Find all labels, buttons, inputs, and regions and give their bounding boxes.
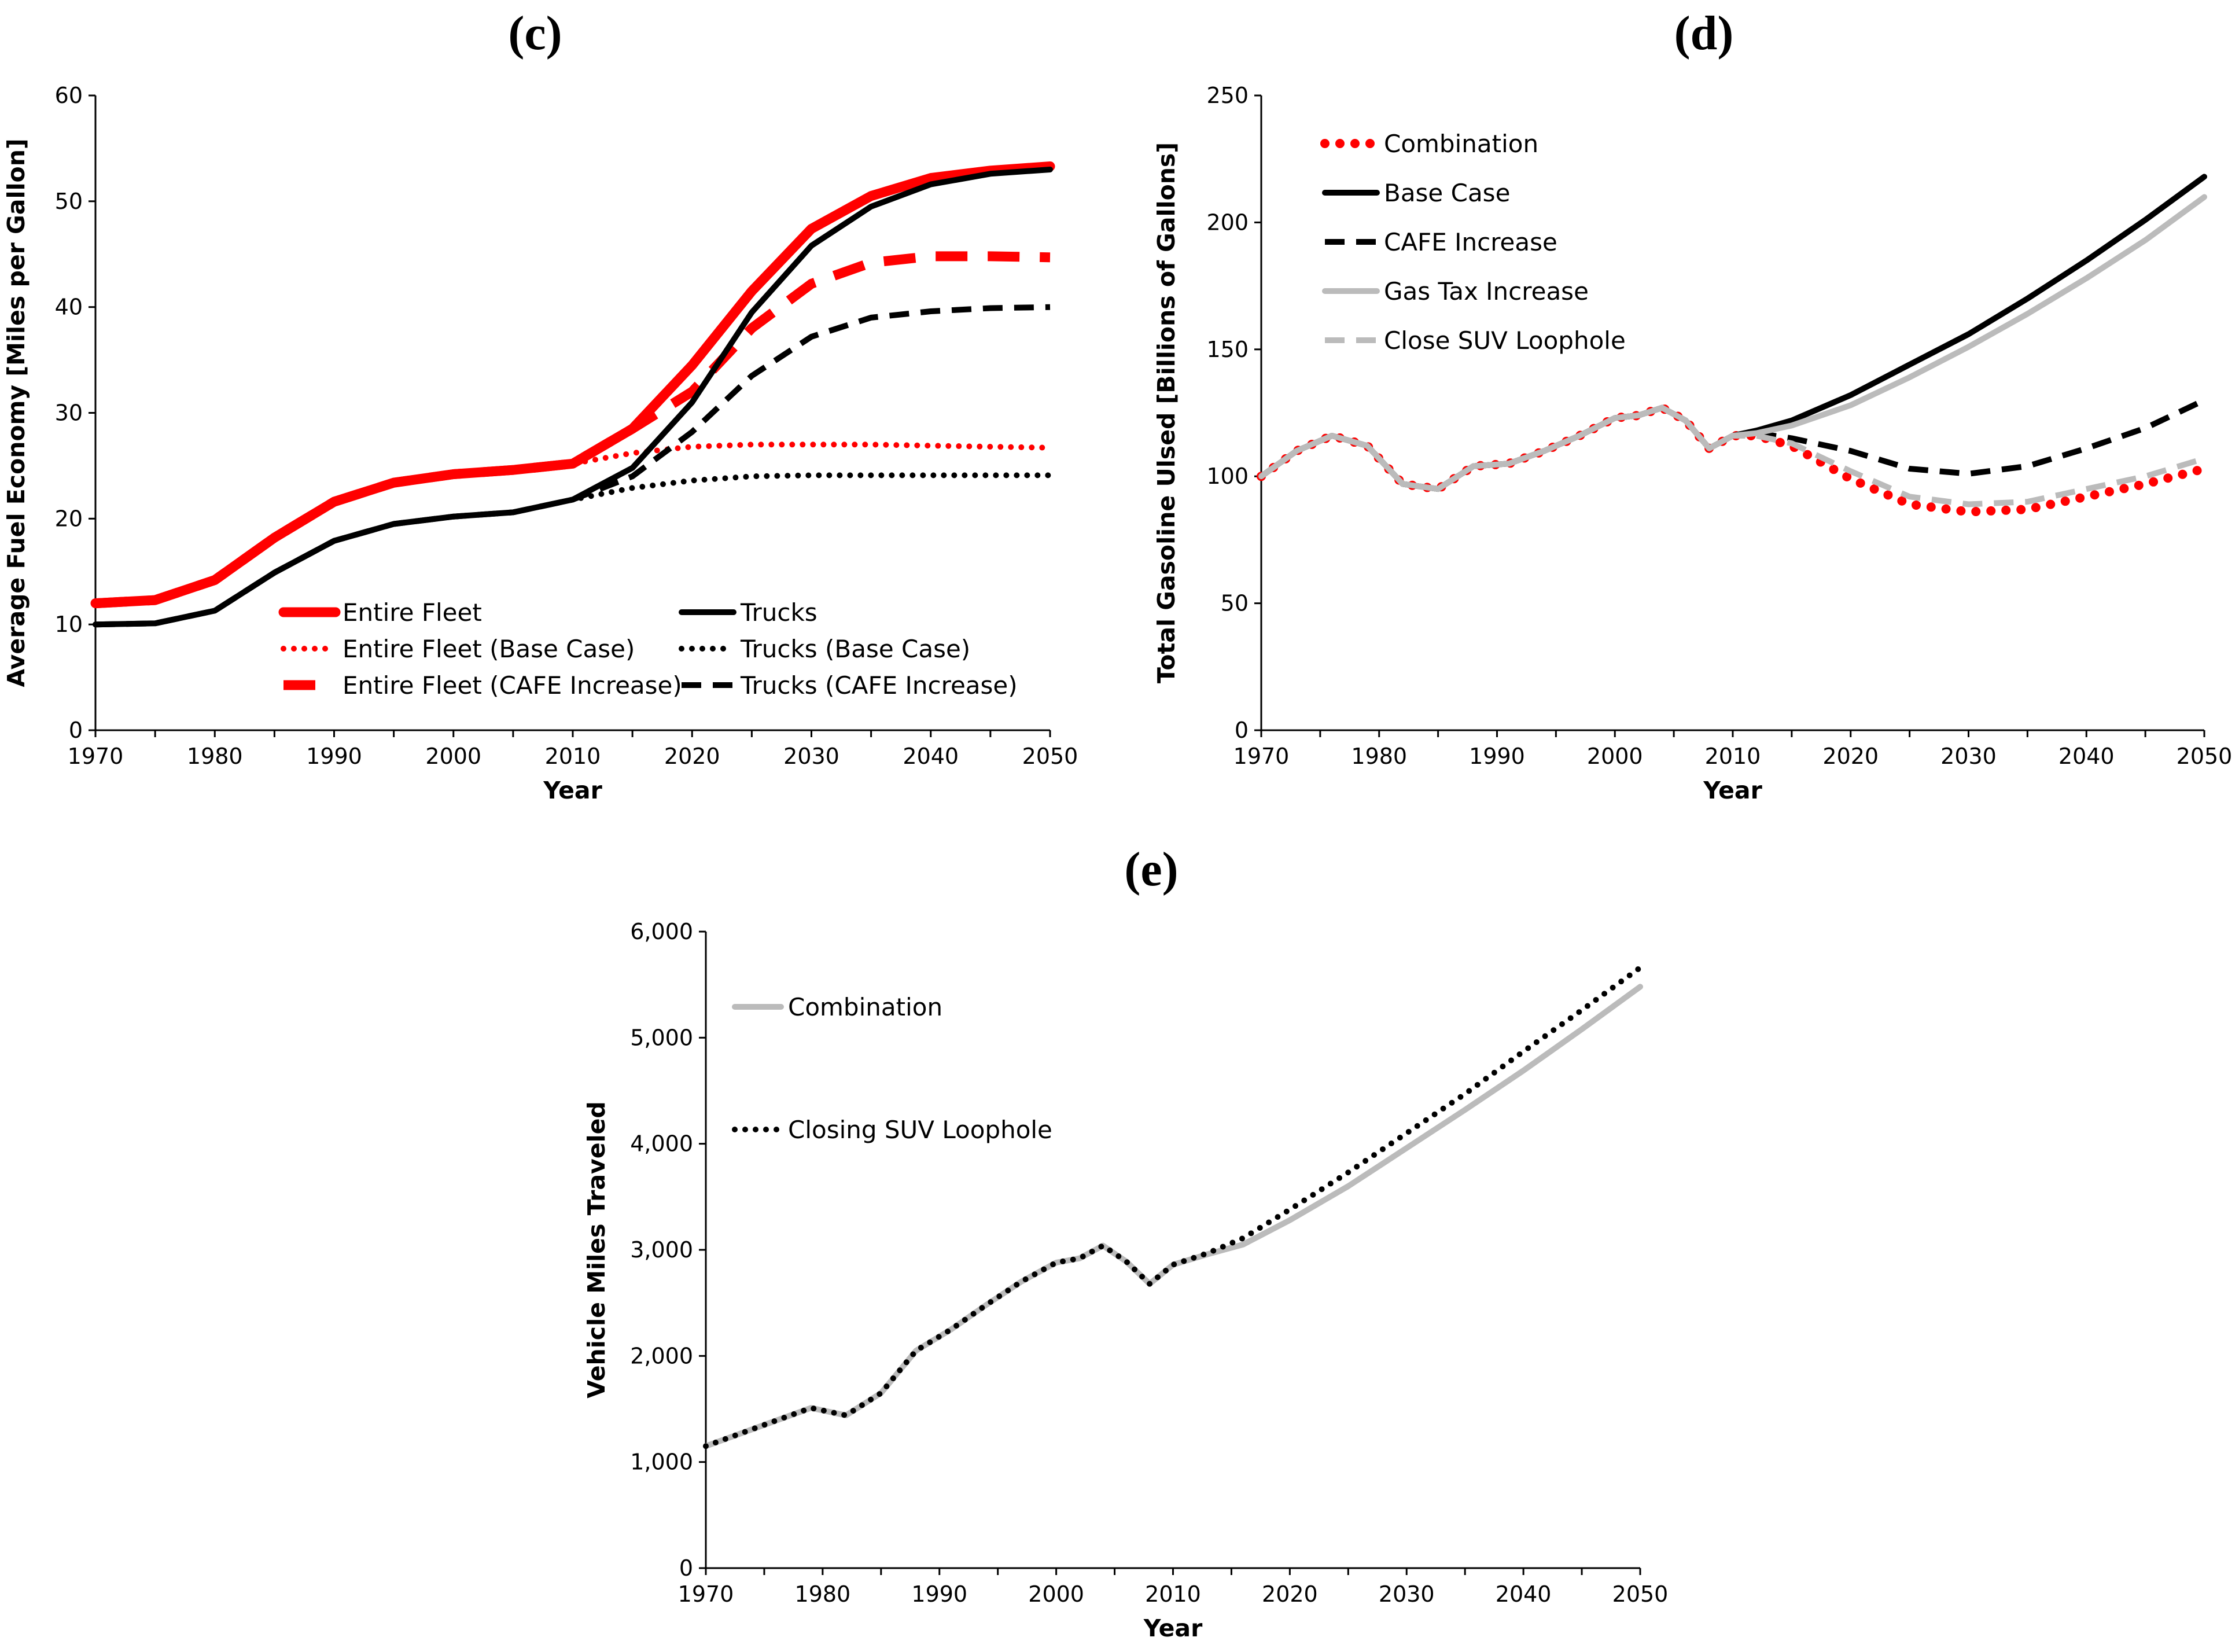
y-tick-label: 6,000 <box>630 919 693 944</box>
x-tick-label: 2000 <box>1587 744 1643 769</box>
series-group <box>1257 174 2209 517</box>
y-tick-label: 20 <box>55 506 83 531</box>
legend-entry: Entire Fleet (CAFE Increase) <box>343 671 682 700</box>
x-tick-label: 2030 <box>1940 744 1997 769</box>
y-tick-label: 100 <box>1206 463 1249 489</box>
legend: Combination Base Case CAFE Increase Gas Tax… <box>1320 130 1626 355</box>
y-tick-label: 0 <box>69 718 83 743</box>
chart-panel-2: (e) 0 1,000 2,000 3,000 4,000 5,000 6,000 1970 19… <box>583 842 1668 1642</box>
y-tick-label: 2,000 <box>630 1343 693 1368</box>
legend: Combination Closing SUV Loophole <box>732 993 1052 1144</box>
y-tick-label: 3,000 <box>630 1237 693 1263</box>
y-tick-label: 150 <box>1206 337 1249 362</box>
legend-entry: Close SUV Loophole <box>1384 326 1626 355</box>
y-axis-title: Average Fuel Economy [Miles per Gallon] <box>2 138 30 687</box>
series-line-close-suv-loophole <box>1260 404 2205 507</box>
series-line-entire-fleet-base-case <box>93 441 1053 606</box>
y-axis-title: Total Gasoline Ulsed [Billions of Gallon… <box>1152 142 1180 683</box>
legend-entry: Entire Fleet (Base Case) <box>343 635 635 663</box>
y-tick-label: 4,000 <box>630 1131 693 1157</box>
x-tick-label: 2020 <box>1822 744 1879 769</box>
y-tick-label: 0 <box>679 1555 693 1581</box>
x-tick-label: 1970 <box>678 1581 734 1607</box>
x-tick-label: 2030 <box>783 744 839 769</box>
panel-label: (d) <box>1674 6 1734 60</box>
legend: Entire Fleet Entire Fleet (Base Case) Enti… <box>278 598 1018 700</box>
legend-entry: Closing SUV Loophole <box>788 1116 1052 1144</box>
x-tick-label: 2010 <box>1145 1581 1201 1607</box>
series-group <box>90 161 1055 628</box>
panel-label: (c) <box>508 6 562 60</box>
x-tick-label: 2040 <box>1496 1581 1552 1607</box>
x-tick-label: 1980 <box>187 744 243 769</box>
series-line-combination <box>703 984 1643 1449</box>
legend-entry: Base Case <box>1384 179 1510 207</box>
panel-label: (e) <box>1124 842 1178 896</box>
legend-entry: Trucks (Base Case) <box>740 635 970 663</box>
y-tick-label: 1,000 <box>630 1449 693 1475</box>
y-tick-label: 10 <box>55 612 83 637</box>
x-tick-label: 2040 <box>903 744 959 769</box>
x-tick-label: 2050 <box>1612 1581 1669 1607</box>
x-tick-label: 2000 <box>425 744 481 769</box>
y-axis-title: Vehicle Miles Traveled <box>583 1101 610 1398</box>
x-tick-label: 2050 <box>1022 744 1078 769</box>
x-tick-label: 2030 <box>1379 1581 1435 1607</box>
x-tick-label: 2020 <box>664 744 720 769</box>
x-axis-title: Year <box>1143 1614 1203 1642</box>
series-line-closing-suv-loophole <box>703 965 1643 1449</box>
y-tick-label: 0 <box>1235 718 1249 743</box>
legend-entry: Trucks <box>740 598 817 627</box>
legend-entry: Combination <box>1384 130 1538 158</box>
x-tick-label: 2040 <box>2058 744 2115 769</box>
x-axis-title: Year <box>1703 777 1762 804</box>
y-tick-label: 60 <box>55 83 83 108</box>
series-line-entire-fleet-cafe-increase <box>95 251 1051 609</box>
y-tick-label: 250 <box>1206 83 1249 108</box>
chart-panel-1: (d) 0 50 100 150 200 250 1970 1980 1990 2000 2010 20… <box>1152 6 2232 804</box>
series-line-cafe-increase <box>1260 398 2206 492</box>
series-line-entire-fleet <box>90 161 1055 609</box>
series-group <box>703 965 1643 1449</box>
x-tick-label: 1980 <box>1351 744 1407 769</box>
series-line-trucks <box>93 167 1053 628</box>
x-tick-label: 1980 <box>795 1581 851 1607</box>
legend-entry: Trucks (CAFE Increase) <box>740 671 1018 700</box>
legend-entry: CAFE Increase <box>1384 228 1557 256</box>
y-tick-label: 5,000 <box>630 1025 693 1050</box>
x-tick-label: 1990 <box>1469 744 1525 769</box>
legend-entry: Gas Tax Increase <box>1384 277 1589 306</box>
x-axis-title: Year <box>543 777 602 804</box>
x-tick-label: 2020 <box>1262 1581 1318 1607</box>
y-tick-label: 50 <box>55 189 83 214</box>
y-tick-label: 30 <box>55 400 83 426</box>
legend-entry: Combination <box>788 993 942 1021</box>
x-tick-label: 1990 <box>911 1581 967 1607</box>
x-tick-label: 2050 <box>2177 744 2233 769</box>
legend-entry: Entire Fleet <box>343 598 482 627</box>
x-tick-label: 1970 <box>1233 744 1290 769</box>
y-tick-label: 40 <box>55 295 83 320</box>
x-tick-label: 1970 <box>68 744 124 769</box>
x-tick-label: 2010 <box>1705 744 1761 769</box>
x-tick-label: 2010 <box>545 744 601 769</box>
y-tick-label: 50 <box>1221 591 1249 616</box>
x-tick-label: 2000 <box>1028 1581 1084 1607</box>
series-line-trucks-cafe-increase <box>95 304 1051 628</box>
x-tick-label: 1990 <box>306 744 362 769</box>
y-tick-label: 200 <box>1206 209 1249 235</box>
